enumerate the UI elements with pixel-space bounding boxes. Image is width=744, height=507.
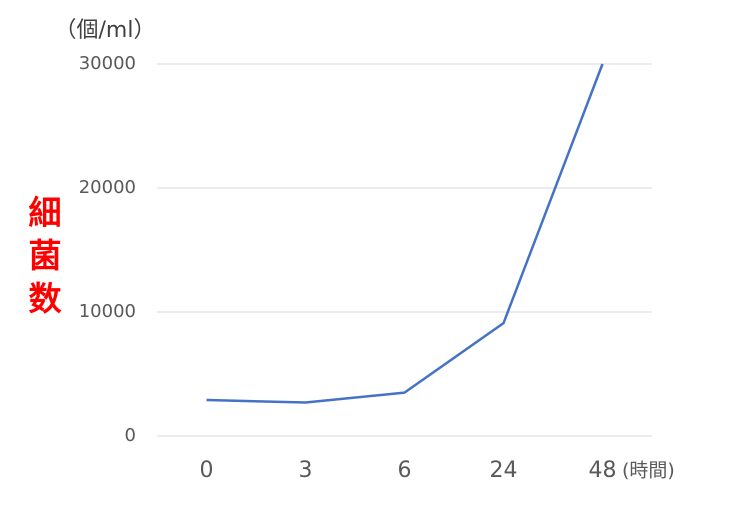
y-tick-label: 30000 <box>79 53 136 74</box>
y-tick-label: 10000 <box>79 301 136 322</box>
y-tick-label: 20000 <box>79 177 136 198</box>
y-axis-label: 細菌数 <box>23 195 62 324</box>
x-tick-label: 3 <box>299 458 313 483</box>
x-tick-label: 24 <box>490 458 518 483</box>
data-line <box>206 63 604 404</box>
x-tick-label: 48 <box>589 458 617 483</box>
x-unit: (時間) <box>622 460 675 482</box>
y-unit: （個/ml） <box>55 18 156 43</box>
x-tick-label: 0 <box>200 458 214 483</box>
x-tick-label: 6 <box>398 458 412 483</box>
y-tick-label: 0 <box>125 425 136 446</box>
